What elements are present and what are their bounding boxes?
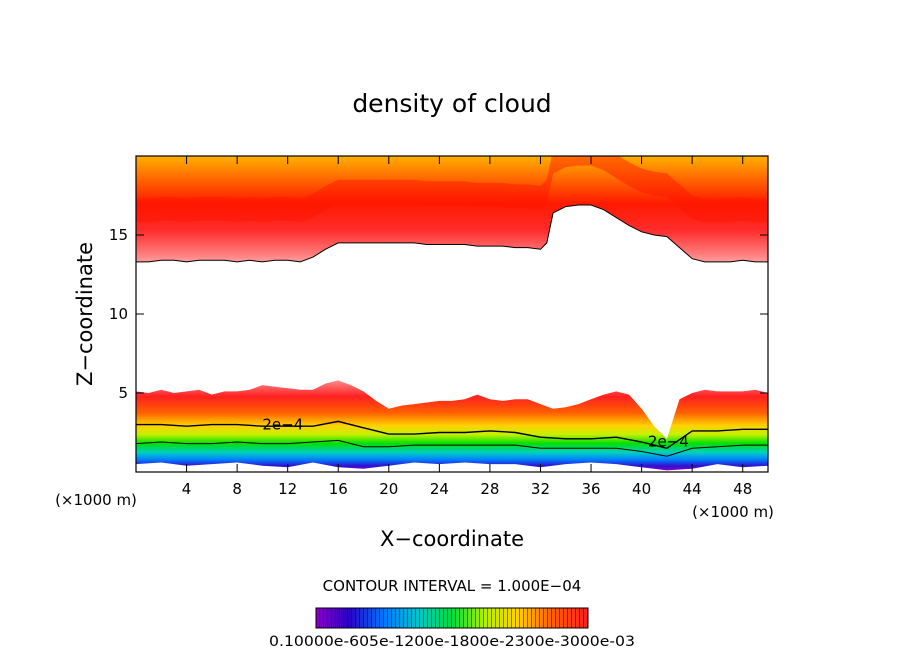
- x-tick-label-40: 40: [632, 480, 651, 498]
- x-tick-label-48: 48: [733, 480, 752, 498]
- y-tick-label-10: 10: [109, 305, 128, 323]
- contour-label-2: 2e−4: [648, 433, 689, 451]
- contour-interval-text: CONTOUR INTERVAL = 1.000E−04: [323, 577, 582, 595]
- upper-cloud-layer: [136, 156, 768, 262]
- x-tick-label-20: 20: [379, 480, 398, 498]
- colorbar-stripes: [316, 608, 588, 628]
- x-tick-label-32: 32: [531, 480, 550, 498]
- colorbar-frame: [315, 607, 589, 629]
- x-tick-label-4: 4: [182, 480, 192, 498]
- x-tick-label-36: 36: [581, 480, 600, 498]
- colorbar: [315, 607, 589, 629]
- x-tick-label-28: 28: [480, 480, 499, 498]
- contour-label-1: 2e−4: [262, 415, 303, 433]
- x-unit-right: (×1000 m): [692, 503, 774, 521]
- x-tick-label-16: 16: [329, 480, 348, 498]
- y-tick-label-5: 5: [118, 384, 128, 402]
- y-axis-title: Z−coordinate: [73, 242, 97, 386]
- x-axis-ticks: 4 8 12 16 20 24 28 32 36 40 44 48: [182, 156, 752, 498]
- x-tick-label-24: 24: [430, 480, 449, 498]
- y-axis-ticks: 5 10 15: [109, 226, 768, 402]
- contour-line-mid: [136, 439, 768, 457]
- upper-cloud-core: [136, 156, 768, 223]
- contour-line-2e-4: [136, 420, 768, 450]
- plot-area: 2e−4 2e−4: [136, 156, 768, 472]
- y-tick-label-15: 15: [109, 226, 128, 244]
- x-tick-label-12: 12: [278, 480, 297, 498]
- x-axis-title: X−coordinate: [380, 527, 524, 551]
- chart-title: density of cloud: [352, 89, 551, 118]
- x-tick-label-8: 8: [232, 480, 242, 498]
- upper-layer-contour: [136, 204, 768, 263]
- x-unit-left: (×1000 m): [55, 491, 137, 509]
- colorbar-labels: 0.10000e-605e-1200e-1800e-2300e-3000e-03: [269, 634, 635, 650]
- x-tick-label-44: 44: [683, 480, 702, 498]
